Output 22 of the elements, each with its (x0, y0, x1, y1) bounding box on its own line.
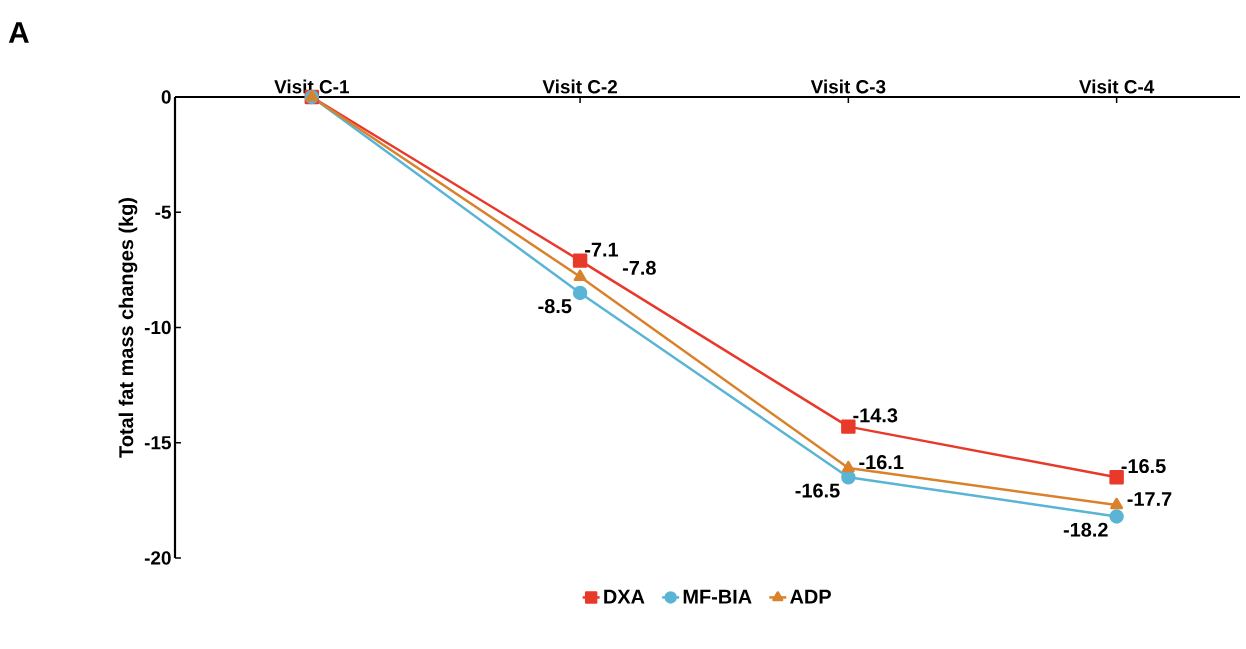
x-tick-label: Visit C-3 (810, 79, 886, 94)
y-tick-label: -10 (144, 320, 171, 335)
y-tick-label: -20 (144, 551, 171, 565)
text: A (8, 22, 29, 43)
data-label: -16.5 (1121, 459, 1166, 474)
y-tick-label: 0 (161, 90, 171, 104)
data-label: -7.1 (585, 242, 619, 257)
data-label: -16.1 (859, 455, 904, 470)
legend-label: DXA (604, 589, 645, 604)
data-label: -7.8 (622, 260, 656, 275)
y-tick-label: -15 (144, 436, 171, 450)
legend-label: MF-BIA (683, 589, 752, 604)
y-tick-label: -5 (155, 205, 171, 219)
y-axis-title: Total fat mass changes (kg) (118, 198, 138, 458)
data-label: -8.5 (538, 299, 572, 314)
x-tick-label: Visit C-2 (542, 79, 618, 94)
data-label: -18.2 (1063, 522, 1108, 537)
x-tick-label: Visit C-4 (1079, 79, 1155, 94)
data-label: -17.7 (1127, 492, 1172, 506)
legend-label: ADP (790, 589, 831, 604)
data-label: -14.3 (853, 408, 898, 423)
data-label: -16.5 (795, 483, 840, 498)
